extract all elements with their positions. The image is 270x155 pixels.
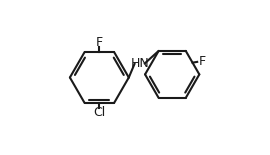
Text: HN: HN	[130, 57, 149, 70]
Text: Cl: Cl	[93, 106, 106, 119]
Text: F: F	[96, 36, 103, 49]
Text: F: F	[198, 55, 205, 68]
